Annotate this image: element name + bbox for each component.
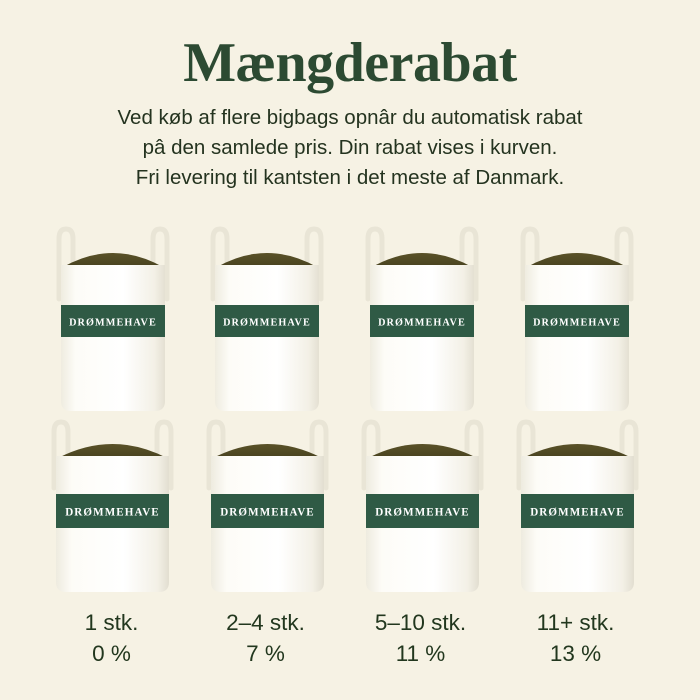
tier-quantity-label: 11+ stk. [536,610,615,635]
discount-tier-3: 5–10 stk. 11 % [333,608,508,670]
bigbag-7: DRØMMEHAVE [349,418,496,596]
bag-handle-left [210,226,230,302]
bag-handle-right [459,226,479,302]
bag-brand-label: DRØMMEHAVE [375,507,470,519]
discount-tier-list: 1 stk. 0 % 2–4 stk. 7 % 5–10 stk. 11 % 1… [0,608,700,700]
bag-handle-right [309,419,329,491]
bag-brand-label: DRØMMEHAVE [378,318,466,329]
page-title: Mængderabat [183,32,517,94]
bag-handle-right [150,226,170,302]
bag-handle-left [361,419,381,491]
tier-discount-label: 0 % [92,641,131,666]
bag-handle-right [614,226,634,302]
subtitle: Ved køb af flere bigbags opnâr du automa… [0,103,700,193]
bag-label-band [366,494,479,528]
bag-label-band [525,305,629,337]
subtitle-line-2: pâ den samlede pris. Din rabat vises i k… [142,136,558,159]
bag-brand-label: DRØMMEHAVE [69,318,157,329]
bigbag-8: DRØMMEHAVE [504,418,651,596]
tier-quantity-label: 5–10 stk. [374,610,467,635]
bag-handle-left [51,419,71,491]
discount-tier-1: 1 stk. 0 % [24,608,199,670]
bigbag-2: DRØMMEHAVE [199,225,335,415]
bag-handle-left [206,419,226,491]
discount-tier-2: 2–4 stk. 7 % [178,608,353,670]
bag-brand-label: DRØMMEHAVE [65,507,160,519]
bigbag-row-top: DRØMMEHAVE DRØMMEHAVE DRØMMEHAVE [0,225,700,415]
bag-body [215,265,319,411]
bag-handle-right [304,226,324,302]
bag-body [370,265,474,411]
bigbag-6: DRØMMEHAVE [194,418,341,596]
tier-discount-label: 13 % [549,641,602,666]
bag-body [525,265,629,411]
bigbag-1: DRØMMEHAVE [45,225,181,415]
bag-label-band [370,305,474,337]
bag-brand-label: DRØMMEHAVE [223,318,311,329]
bag-handle-right [154,419,174,491]
bag-handle-right [619,419,639,491]
bag-handle-right [464,419,484,491]
tier-discount-label: 7 % [246,641,285,666]
bag-handle-left [516,419,536,491]
subtitle-line-3: Fri levering til kantsten i det meste af… [135,166,565,189]
bag-brand-label: DRØMMEHAVE [533,318,621,329]
bigbag-5: DRØMMEHAVE [39,418,186,596]
bag-label-band [56,494,169,528]
bag-label-band [521,494,634,528]
header: Mængderabat Ved køb af flere bigbags opn… [0,0,700,193]
bag-handle-left [365,226,385,302]
bag-label-band [211,494,324,528]
tier-discount-label: 11 % [395,641,446,666]
subtitle-line-1: Ved køb af flere bigbags opnâr du automa… [117,106,583,129]
discount-tier-4: 11+ stk. 13 % [488,608,663,670]
bag-brand-label: DRØMMEHAVE [530,507,625,519]
bag-handle-left [56,226,76,302]
bigbag-row-bottom: DRØMMEHAVE DRØMMEHAVE DRØMMEHAVE [0,418,700,596]
tier-quantity-label: 2–4 stk. [226,610,305,635]
bigbag-4: DRØMMEHAVE [509,225,645,415]
bag-brand-label: DRØMMEHAVE [220,507,315,519]
bag-body [61,265,165,411]
bag-label-band [215,305,319,337]
bag-label-band [61,305,165,337]
bag-handle-left [520,226,540,302]
bigbag-3: DRØMMEHAVE [354,225,490,415]
tier-quantity-label: 1 stk. [84,610,139,635]
